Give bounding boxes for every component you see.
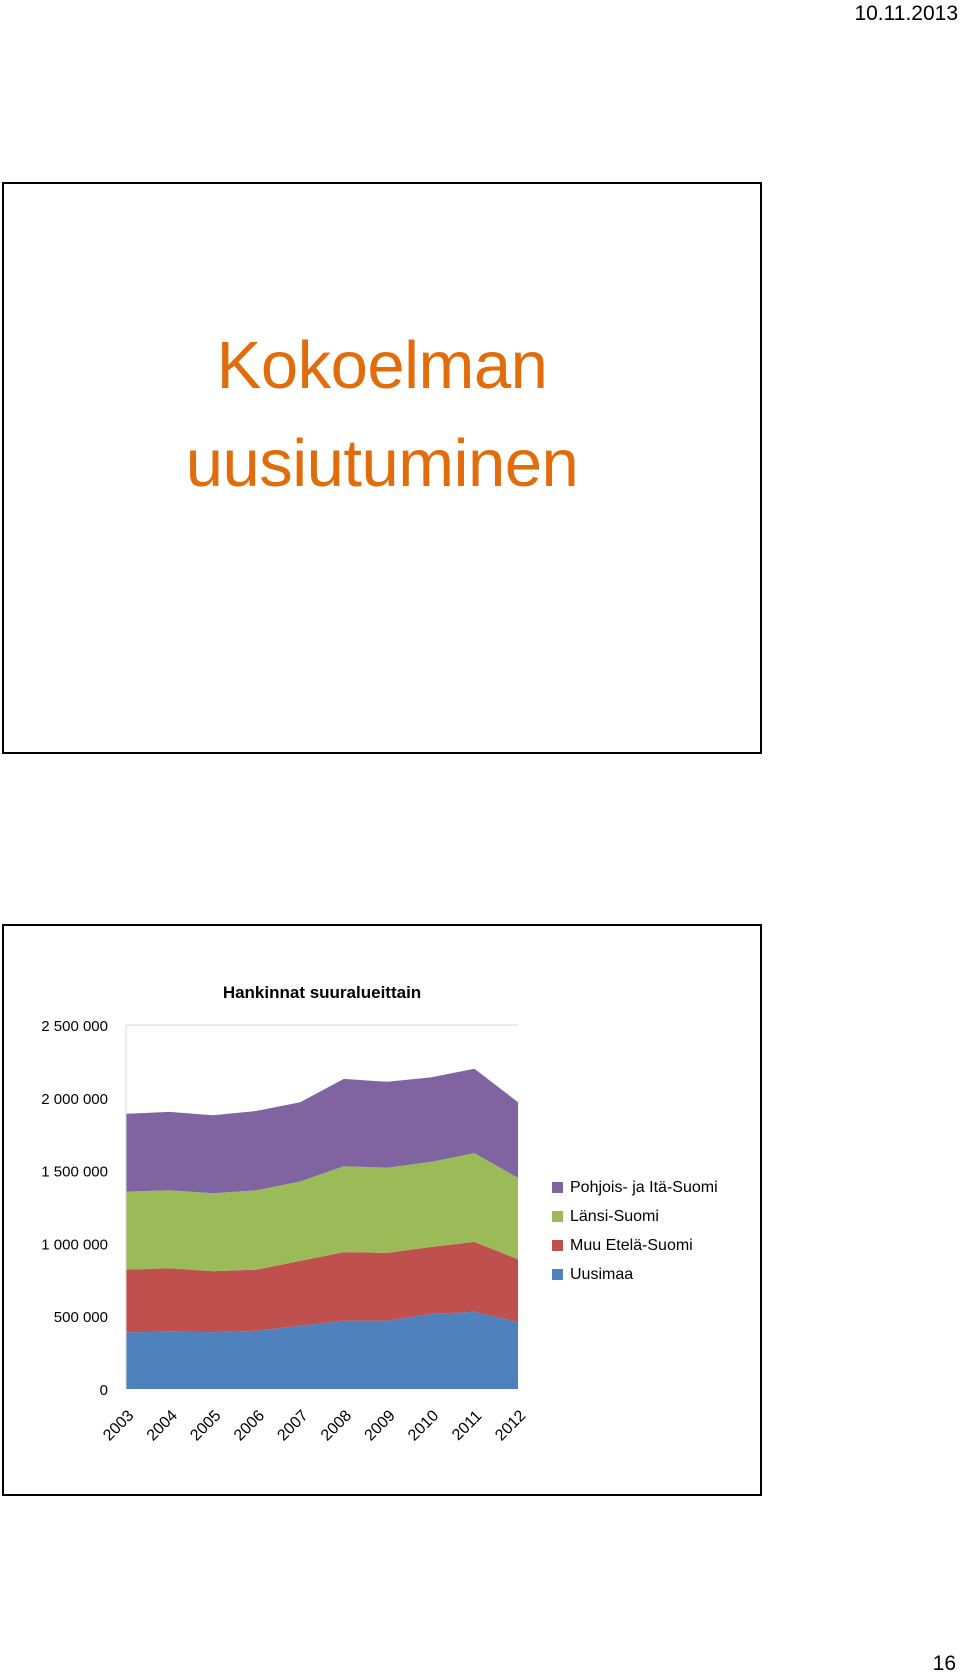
x-tick-label: 2003	[100, 1407, 137, 1444]
stacked-area-chart: Hankinnat suuralueittain 0 500 000 1 000 00…	[41, 983, 529, 1444]
legend-label: Uusimaa	[570, 1265, 634, 1283]
title-slide: Kokoelman uusiutuminen	[2, 182, 762, 754]
area-series-lansi-suomi	[126, 1153, 518, 1272]
chart-slide: Hankinnat suuralueittain 0 500 000 1 000 00…	[2, 924, 762, 1496]
x-tick-label: 2012	[492, 1407, 529, 1444]
legend-item: Pohjois- ja Itä-Suomi	[552, 1173, 718, 1202]
chart-title: Hankinnat suuralueittain	[223, 983, 421, 1002]
legend-item: Uusimaa	[552, 1260, 718, 1289]
legend-swatch	[552, 1240, 563, 1251]
legend-item: Länsi-Suomi	[552, 1202, 718, 1231]
area-series-uusimaa	[126, 1311, 518, 1389]
slide-title: Kokoelman uusiutuminen	[4, 317, 760, 513]
legend-label: Länsi-Suomi	[570, 1207, 659, 1225]
page-date: 10.11.2013	[854, 2, 958, 25]
legend-item: Muu Etelä-Suomi	[552, 1231, 718, 1260]
y-tick-label: 1 000 000	[41, 1236, 108, 1253]
y-tick-label: 1 500 000	[41, 1164, 108, 1181]
y-tick-label: 500 000	[54, 1309, 108, 1326]
x-tick-label: 2005	[187, 1407, 224, 1444]
legend-swatch	[552, 1269, 563, 1280]
legend-label: Pohjois- ja Itä-Suomi	[570, 1178, 718, 1196]
legend-label: Muu Etelä-Suomi	[570, 1236, 693, 1254]
x-tick-label: 2007	[274, 1407, 311, 1444]
y-tick-label: 2 000 000	[41, 1091, 108, 1108]
legend-swatch	[552, 1211, 563, 1222]
title-line-1: Kokoelman	[216, 328, 548, 403]
area-series-pohjois-ja-ita-suomi	[126, 1068, 518, 1194]
area-series-muu-etela-suomi	[126, 1241, 518, 1333]
x-tick-label: 2010	[405, 1407, 442, 1444]
x-tick-label: 2006	[231, 1407, 268, 1444]
page-number: 16	[932, 1652, 956, 1675]
y-tick-label: 2 500 000	[41, 1018, 108, 1035]
x-tick-label: 2004	[144, 1407, 181, 1444]
y-tick-label: 0	[100, 1382, 108, 1399]
chart-legend: Pohjois- ja Itä-Suomi Länsi-Suomi Muu Etel…	[552, 1173, 718, 1289]
legend-swatch	[552, 1182, 563, 1193]
x-tick-label: 2009	[362, 1407, 399, 1444]
title-line-2: uusiutuminen	[185, 426, 579, 501]
x-tick-label: 2008	[318, 1407, 355, 1444]
x-tick-label: 2011	[449, 1408, 485, 1444]
